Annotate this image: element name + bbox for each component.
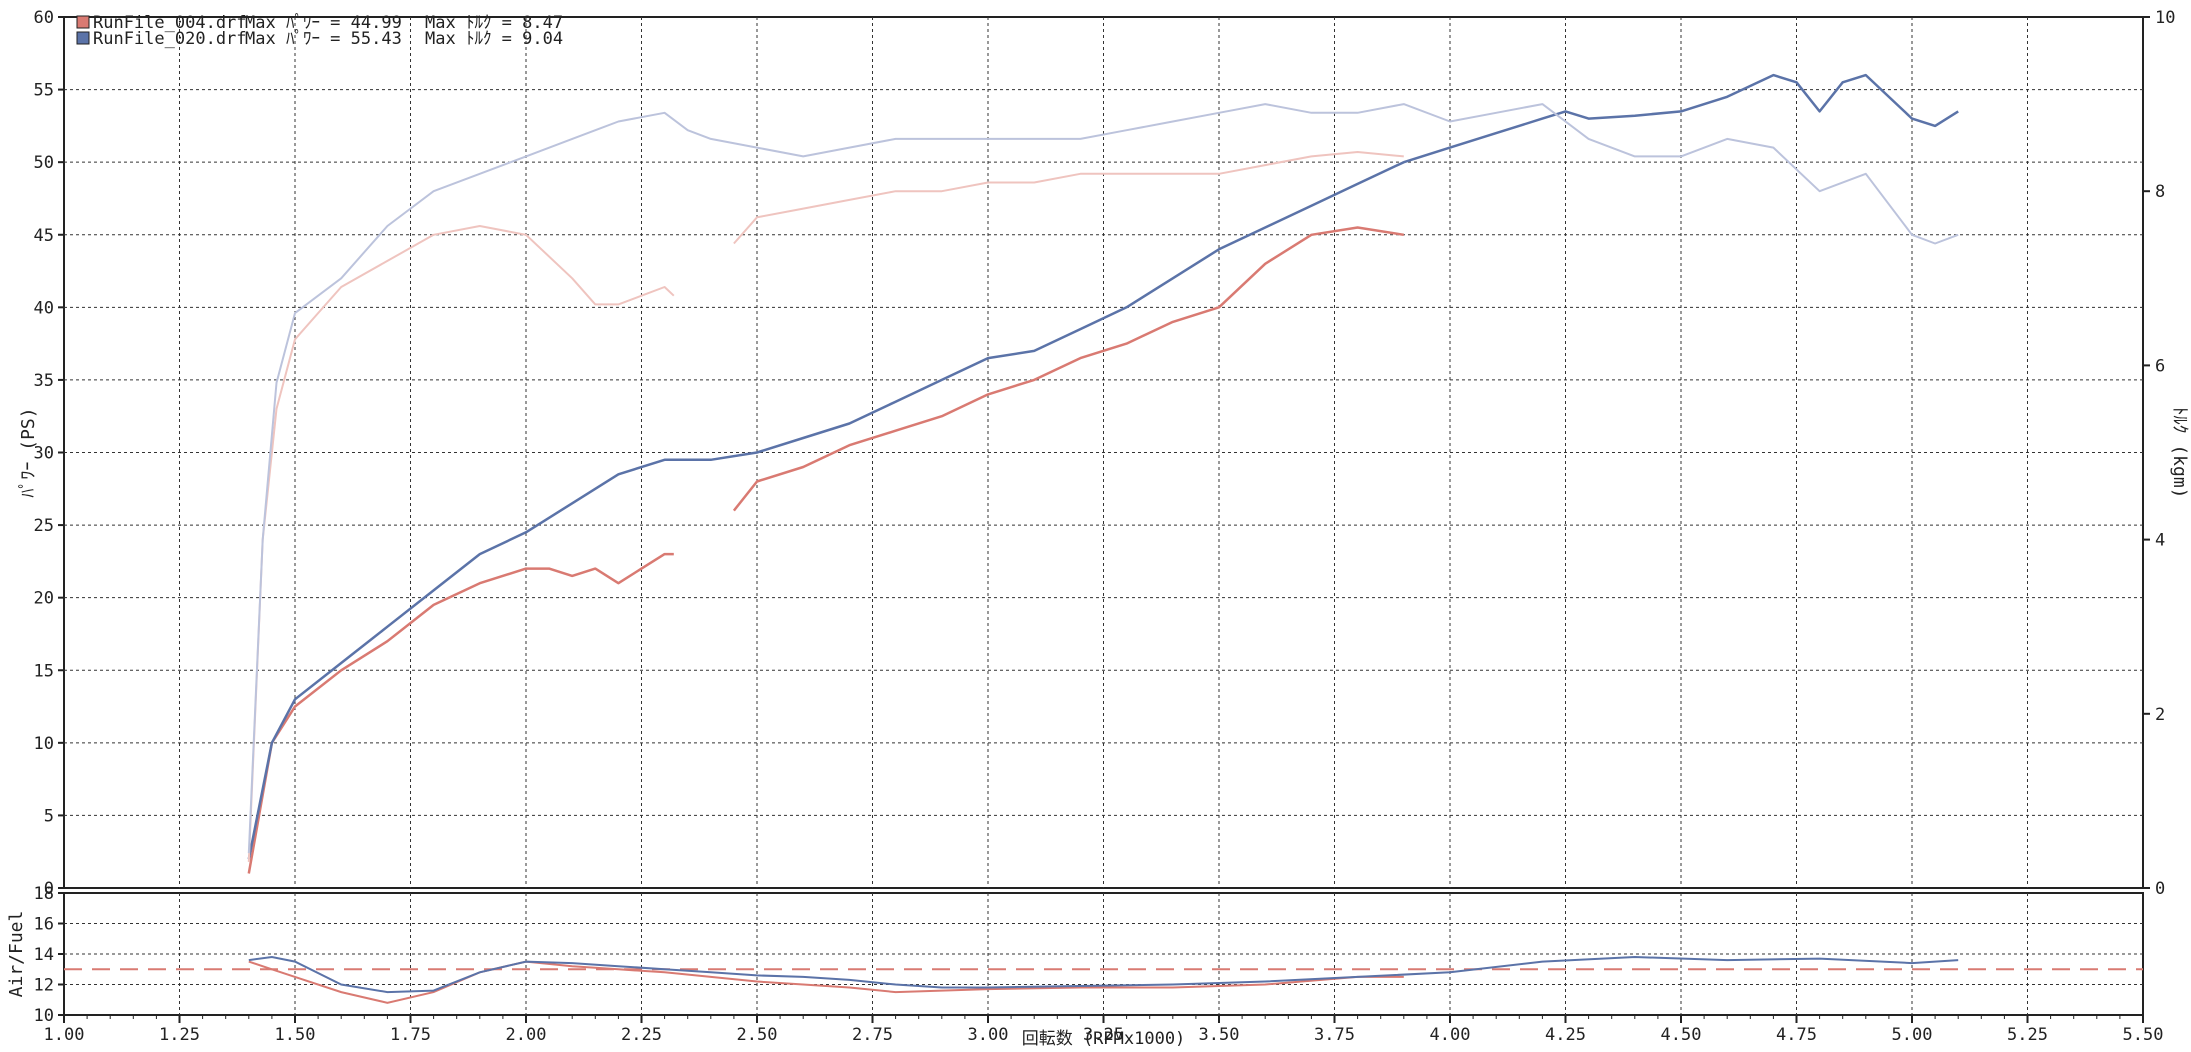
legend-swatch	[76, 31, 90, 45]
y2-tick-label: 8	[2155, 182, 2165, 202]
legend-file: RunFile_004.drf	[93, 13, 247, 33]
x-tick-label: 5.00	[1892, 1025, 1933, 1045]
legend-max-torque: Max ﾄﾙｸ = 9.04	[425, 29, 563, 49]
y2-tick-label: 6	[2155, 356, 2165, 376]
x-tick-label: 1.00	[44, 1025, 85, 1045]
y2-tick-label: 2	[2155, 705, 2165, 725]
y-tick-label: 60	[34, 8, 54, 28]
x-tick-label: 4.00	[1430, 1025, 1471, 1045]
legend-max-power: Max ﾊﾟﾜｰ = 55.43	[245, 29, 402, 49]
x-tick-label: 1.50	[275, 1025, 316, 1045]
x-tick-label: 4.25	[1545, 1025, 1586, 1045]
legend-max-power: Max ﾊﾟﾜｰ = 44.99	[245, 13, 402, 33]
y-tick-label: 40	[34, 298, 54, 318]
af-y-tick-label: 18	[34, 884, 54, 904]
x-tick-label: 4.50	[1661, 1025, 1702, 1045]
y-tick-label: 35	[34, 371, 54, 391]
y-tick-label: 30	[34, 444, 54, 464]
y-tick-label: 0	[44, 879, 54, 899]
power-line-runfile-020	[247, 73, 1959, 860]
x-axis-label: 回転数 (RPMx1000)	[1022, 1029, 1186, 1048]
y-tick-label: 15	[34, 661, 54, 681]
af-y-tick-label: 16	[34, 915, 54, 935]
x-tick-label: 2.00	[506, 1025, 547, 1045]
power-line-runfile-004	[732, 226, 1404, 512]
x-tick-label: 2.75	[852, 1025, 893, 1045]
y2-axis-label: ﾄﾙｸ (kgm)	[2169, 406, 2190, 498]
y-tick-label: 25	[34, 516, 54, 536]
y-axis-label: ﾊﾟﾜｰ (PS)	[18, 407, 39, 497]
x-tick-label: 3.75	[1314, 1025, 1355, 1045]
y-tick-label: 5	[44, 806, 54, 826]
y-tick-label: 45	[34, 226, 54, 246]
y-tick-label: 50	[34, 153, 54, 173]
x-tick-label: 2.25	[621, 1025, 662, 1045]
x-tick-label: 3.50	[1199, 1025, 1240, 1045]
y2-tick-label: 0	[2155, 879, 2165, 899]
x-tick-label: 4.75	[1776, 1025, 1817, 1045]
airfuel-line-runfile-004	[248, 960, 1404, 1004]
legend-file: RunFile_020.drf	[93, 29, 247, 49]
x-tick-label: 3.25	[1083, 1025, 1124, 1045]
y2-tick-label: 4	[2155, 531, 2165, 551]
y-tick-label: 20	[34, 589, 54, 609]
y2-tick-label: 10	[2155, 8, 2175, 28]
legend-swatch	[76, 15, 90, 29]
power-line-runfile-004	[247, 552, 674, 874]
af-y-tick-label: 14	[34, 945, 54, 965]
af-y-tick-label: 10	[34, 1006, 54, 1026]
x-tick-label: 5.25	[2007, 1025, 2048, 1045]
torque-line-runfile-004	[247, 225, 675, 862]
torque-line-runfile-004	[733, 151, 1404, 245]
torque-line-runfile-020	[247, 103, 1959, 854]
legend-max-torque: Max ﾄﾙｸ = 8.47	[425, 13, 563, 33]
x-tick-label: 1.25	[159, 1025, 200, 1045]
af-y-tick-label: 12	[34, 976, 54, 996]
y-tick-label: 10	[34, 734, 54, 754]
x-tick-label: 2.50	[737, 1025, 778, 1045]
x-tick-label: 3.00	[968, 1025, 1009, 1045]
airfuel-axis-label: Air/Fuel	[6, 911, 27, 998]
airfuel-line-runfile-020	[248, 955, 1959, 994]
y-tick-label: 55	[34, 81, 54, 101]
x-tick-label: 1.75	[390, 1025, 431, 1045]
x-tick-label: 5.50	[2123, 1025, 2164, 1045]
